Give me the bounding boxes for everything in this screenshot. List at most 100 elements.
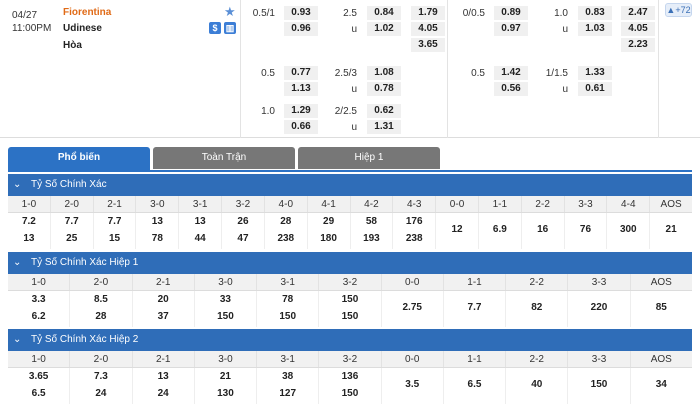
score-odds-cell[interactable]: 13 44 [179,213,223,249]
score-odds-cell[interactable]: 176 238 [393,213,437,249]
odds-cell[interactable]: 0.78 [367,82,401,96]
score-odds-cell[interactable]: 16 [522,213,565,249]
away-score-odds[interactable]: 180 [320,233,337,244]
away-score-odds[interactable]: 15 [108,233,121,244]
home-score-odds[interactable]: 20 [157,294,169,305]
away-score-odds[interactable]: 24 [157,388,169,399]
score-odds-cell[interactable]: 34 [631,368,692,404]
away-score-odds[interactable]: 24 [95,388,107,399]
away-score-odds[interactable]: 150 [341,311,359,322]
draw-score-odds[interactable]: 40 [531,379,543,390]
score-odds-cell[interactable]: 7.2 13 [8,213,51,249]
score-odds-cell[interactable]: 7.7 [444,291,507,327]
odds-cell[interactable]: 0.56 [494,82,528,96]
odds-1x2[interactable]: 2.47 [621,6,655,20]
away-score-odds[interactable]: 150 [217,311,234,322]
draw-score-odds[interactable]: 3.5 [405,379,420,390]
score-odds-cell[interactable]: 21 130 [195,368,258,404]
odds-cell[interactable]: 0.66 [284,120,318,134]
score-odds-cell[interactable]: 12 [436,213,479,249]
odds-cell[interactable]: 1.13 [284,82,318,96]
score-odds-cell[interactable]: 33 150 [195,291,258,327]
score-odds-cell[interactable]: 150 [568,368,631,404]
home-score-odds[interactable]: 150 [341,294,359,305]
home-score-odds[interactable]: 7.7 [64,216,79,227]
score-odds-cell[interactable]: 150 150 [319,291,382,327]
away-score-odds[interactable]: 238 [405,233,423,244]
home-team[interactable]: Fiorentina [63,7,112,18]
more-markets-button[interactable]: ▲+72 [665,3,692,17]
odds-1x2[interactable]: 3.65 [411,38,445,52]
draw-score-odds[interactable]: 82 [531,302,543,313]
tab-popular[interactable]: Phổ biến [8,147,150,171]
home-score-odds[interactable]: 26 [237,216,249,227]
away-score-odds[interactable]: 238 [277,233,295,244]
tab-first-half[interactable]: Hiệp 1 [298,147,440,169]
away-score-odds[interactable]: 37 [157,311,169,322]
score-odds-cell[interactable]: 13 24 [133,368,195,404]
home-score-odds[interactable]: 58 [365,216,377,227]
away-score-odds[interactable]: 127 [279,388,297,399]
draw-score-odds[interactable]: 300 [619,224,637,235]
odds-cell[interactable]: 0.62 [367,104,401,118]
odds-cell[interactable]: 1.42 [494,66,528,80]
score-odds-cell[interactable]: 6.5 [444,368,507,404]
chevron-down-icon[interactable]: ⌄ [13,257,22,268]
score-odds-cell[interactable]: 82 [506,291,569,327]
draw-score-odds[interactable]: 7.7 [467,302,482,313]
home-score-odds[interactable]: 33 [219,294,231,305]
away-score-odds[interactable]: 6.2 [31,311,46,322]
away-score-odds[interactable]: 6.5 [31,388,46,399]
away-score-odds[interactable]: 193 [363,233,380,244]
stats-dollar-icon[interactable]: $ [209,22,221,34]
home-score-odds[interactable]: 3.3 [31,294,46,305]
odds-cell[interactable]: 1.33 [578,66,612,80]
odds-1x2[interactable]: 1.79 [411,6,445,20]
odds-cell[interactable]: 0.97 [494,22,528,36]
score-odds-cell[interactable]: 29 180 [308,213,351,249]
odds-cell[interactable]: 0.84 [367,6,401,20]
home-score-odds[interactable]: 8.5 [93,294,108,305]
odds-cell[interactable]: 1.02 [367,22,401,36]
home-score-odds[interactable]: 136 [341,371,359,382]
home-score-odds[interactable]: 7.3 [93,371,108,382]
away-score-odds[interactable]: 13 [23,233,35,244]
score-odds-cell[interactable]: 76 [565,213,608,249]
score-odds-cell[interactable]: 38 127 [257,368,320,404]
home-score-odds[interactable]: 38 [282,371,294,382]
away-team[interactable]: Udinese [63,23,102,34]
odds-cell[interactable]: 1.03 [578,22,612,36]
away-score-odds[interactable]: 28 [95,311,107,322]
score-odds-cell[interactable]: 300 [607,213,651,249]
score-odds-cell[interactable]: 85 [631,291,692,327]
odds-cell[interactable]: 0.83 [578,6,612,20]
draw-score-odds[interactable]: 2.75 [402,302,422,313]
score-odds-cell[interactable]: 8.5 28 [70,291,133,327]
odds-1x2[interactable]: 4.05 [621,22,655,36]
away-score-odds[interactable]: 130 [217,388,234,399]
odds-cell[interactable]: 0.61 [578,82,612,96]
home-score-odds[interactable]: 7.7 [107,216,122,227]
home-score-odds[interactable]: 13 [157,371,169,382]
score-odds-cell[interactable]: 26 47 [222,213,265,249]
draw-score-odds[interactable]: 150 [590,379,608,390]
away-score-odds[interactable]: 47 [237,233,249,244]
odds-cell[interactable]: 1.31 [367,120,401,134]
odds-cell[interactable]: 0.96 [284,22,318,36]
score-odds-cell[interactable]: 7.3 24 [70,368,133,404]
draw-score-odds[interactable]: 76 [579,224,592,235]
away-score-odds[interactable]: 25 [66,233,78,244]
draw-score-odds[interactable]: 85 [655,302,667,313]
favorite-star-icon[interactable]: ★ [224,4,236,19]
score-odds-cell[interactable]: 58 193 [351,213,394,249]
score-odds-cell[interactable]: 21 [650,213,692,249]
score-odds-cell[interactable]: 20 37 [133,291,195,327]
score-odds-cell[interactable]: 13 78 [136,213,180,249]
home-score-odds[interactable]: 7.2 [21,216,36,227]
home-score-odds[interactable]: 176 [405,216,423,227]
score-odds-cell[interactable]: 220 [568,291,631,327]
chart-bars-icon[interactable]: ▥ [224,22,236,34]
draw-score-odds[interactable]: 21 [665,224,677,235]
score-odds-cell[interactable]: 7.7 15 [94,213,137,249]
chevron-down-icon[interactable]: ⌄ [13,334,22,345]
